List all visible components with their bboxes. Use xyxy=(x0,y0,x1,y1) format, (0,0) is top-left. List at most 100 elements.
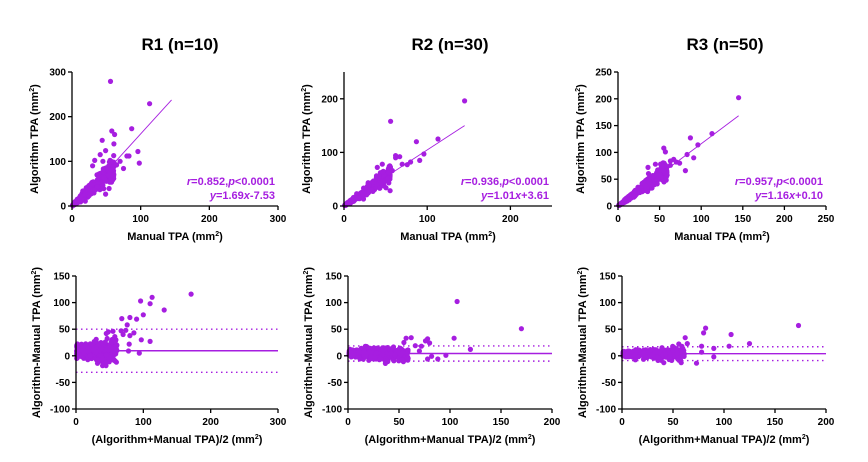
data-point xyxy=(78,193,84,199)
y-tick-label: 100 xyxy=(49,157,66,168)
data-point xyxy=(726,343,732,349)
data-point xyxy=(379,161,385,167)
data-point xyxy=(413,139,419,145)
x-tick-label: 200 xyxy=(818,417,835,428)
data-point xyxy=(103,191,109,197)
x-tick-label: 200 xyxy=(544,417,561,428)
data-point xyxy=(147,101,153,107)
data-point xyxy=(87,353,93,359)
y-axis-label: Algorithm TPA (mm2) xyxy=(575,84,587,194)
y-tick-label: -50 xyxy=(328,378,343,389)
data-point xyxy=(383,185,389,191)
data-point xyxy=(107,78,114,84)
x-tick-label: 0 xyxy=(341,214,347,225)
data-point xyxy=(99,356,105,362)
data-point xyxy=(435,136,441,142)
data-point xyxy=(372,354,378,360)
data-point xyxy=(378,356,384,362)
data-point xyxy=(74,342,80,349)
chart-title: R1 (n=10) xyxy=(142,35,219,54)
data-point xyxy=(101,174,107,181)
data-point xyxy=(454,298,460,305)
y-tick-label: 100 xyxy=(595,148,612,159)
data-point xyxy=(691,155,697,161)
data-point xyxy=(110,328,116,334)
x-tick-label: 150 xyxy=(734,214,751,225)
data-point xyxy=(417,157,423,163)
regression-equation: y=1.16x+0.10 xyxy=(754,190,823,202)
y-tick-label: 250 xyxy=(595,68,612,79)
data-point xyxy=(161,307,167,313)
data-point xyxy=(674,346,680,352)
y-tick-label: 100 xyxy=(325,298,342,309)
data-point xyxy=(462,98,468,104)
data-point xyxy=(113,359,119,365)
data-point xyxy=(111,141,117,147)
y-tick-label: 100 xyxy=(53,298,70,309)
x-tick-label: 100 xyxy=(419,214,436,225)
data-point xyxy=(660,168,667,174)
y-tick-label: 0 xyxy=(610,351,616,362)
y-tick-label: -50 xyxy=(602,378,617,389)
x-tick-label: 0 xyxy=(345,417,351,428)
data-points xyxy=(616,95,742,208)
data-point xyxy=(387,188,393,194)
data-point xyxy=(736,95,742,101)
data-point xyxy=(416,348,422,354)
y-tick-label: 0 xyxy=(60,202,66,213)
data-point xyxy=(147,301,153,307)
data-point xyxy=(418,343,424,349)
y-axis-label: Algorithm TPA (mm2) xyxy=(301,84,313,194)
data-point xyxy=(401,339,407,346)
chart-title: R3 (n=50) xyxy=(687,35,764,54)
data-point xyxy=(138,298,144,304)
data-point xyxy=(97,152,103,158)
data-point xyxy=(695,142,701,148)
x-tick-label: 150 xyxy=(767,417,784,428)
data-point xyxy=(99,341,106,347)
data-point xyxy=(667,162,674,168)
data-point xyxy=(626,195,633,201)
y-tick-label: 50 xyxy=(605,325,617,336)
x-axis-label: (Algorithm+Manual TPA)/2 (mm2) xyxy=(639,434,810,446)
data-point xyxy=(103,359,109,365)
data-point xyxy=(636,347,642,353)
data-point xyxy=(136,160,142,166)
chart-title: R2 (n=30) xyxy=(412,35,489,54)
data-point xyxy=(652,161,659,167)
r3-scatter: R3 (n=50) 0 50 100 150 200 250 0 50 100 150 200 250 M… xyxy=(575,35,835,243)
data-point xyxy=(380,169,386,175)
data-point xyxy=(387,163,393,169)
data-point xyxy=(91,187,97,193)
x-tick-label: 100 xyxy=(132,214,149,225)
data-point xyxy=(654,181,660,187)
data-point xyxy=(711,345,717,351)
data-point xyxy=(91,345,97,351)
data-point xyxy=(107,344,113,350)
data-point xyxy=(114,162,120,168)
data-point xyxy=(684,341,690,347)
correlation-annotation: r=0.957,p<0.0001 xyxy=(735,176,823,188)
data-point xyxy=(427,340,433,346)
x-tick-label: 50 xyxy=(654,214,666,225)
data-point xyxy=(655,354,661,360)
x-tick-label: 300 xyxy=(270,214,287,225)
data-point xyxy=(422,338,429,344)
data-point xyxy=(380,348,386,354)
regression-line xyxy=(72,99,172,209)
data-point xyxy=(105,172,112,179)
data-point xyxy=(100,182,106,188)
data-point xyxy=(129,126,135,132)
x-tick-label: 200 xyxy=(201,214,218,225)
x-axis-label: (Algorithm+Manual TPA)/2 (mm2) xyxy=(92,434,263,446)
x-tick-label: 0 xyxy=(619,417,625,428)
data-point xyxy=(103,352,109,358)
data-point xyxy=(134,316,140,322)
data-point xyxy=(369,187,375,193)
data-point xyxy=(106,185,112,192)
y-tick-label: 100 xyxy=(321,148,338,159)
data-point xyxy=(384,357,390,363)
data-point xyxy=(188,291,194,297)
x-tick-label: 200 xyxy=(776,214,793,225)
data-point xyxy=(701,330,707,336)
